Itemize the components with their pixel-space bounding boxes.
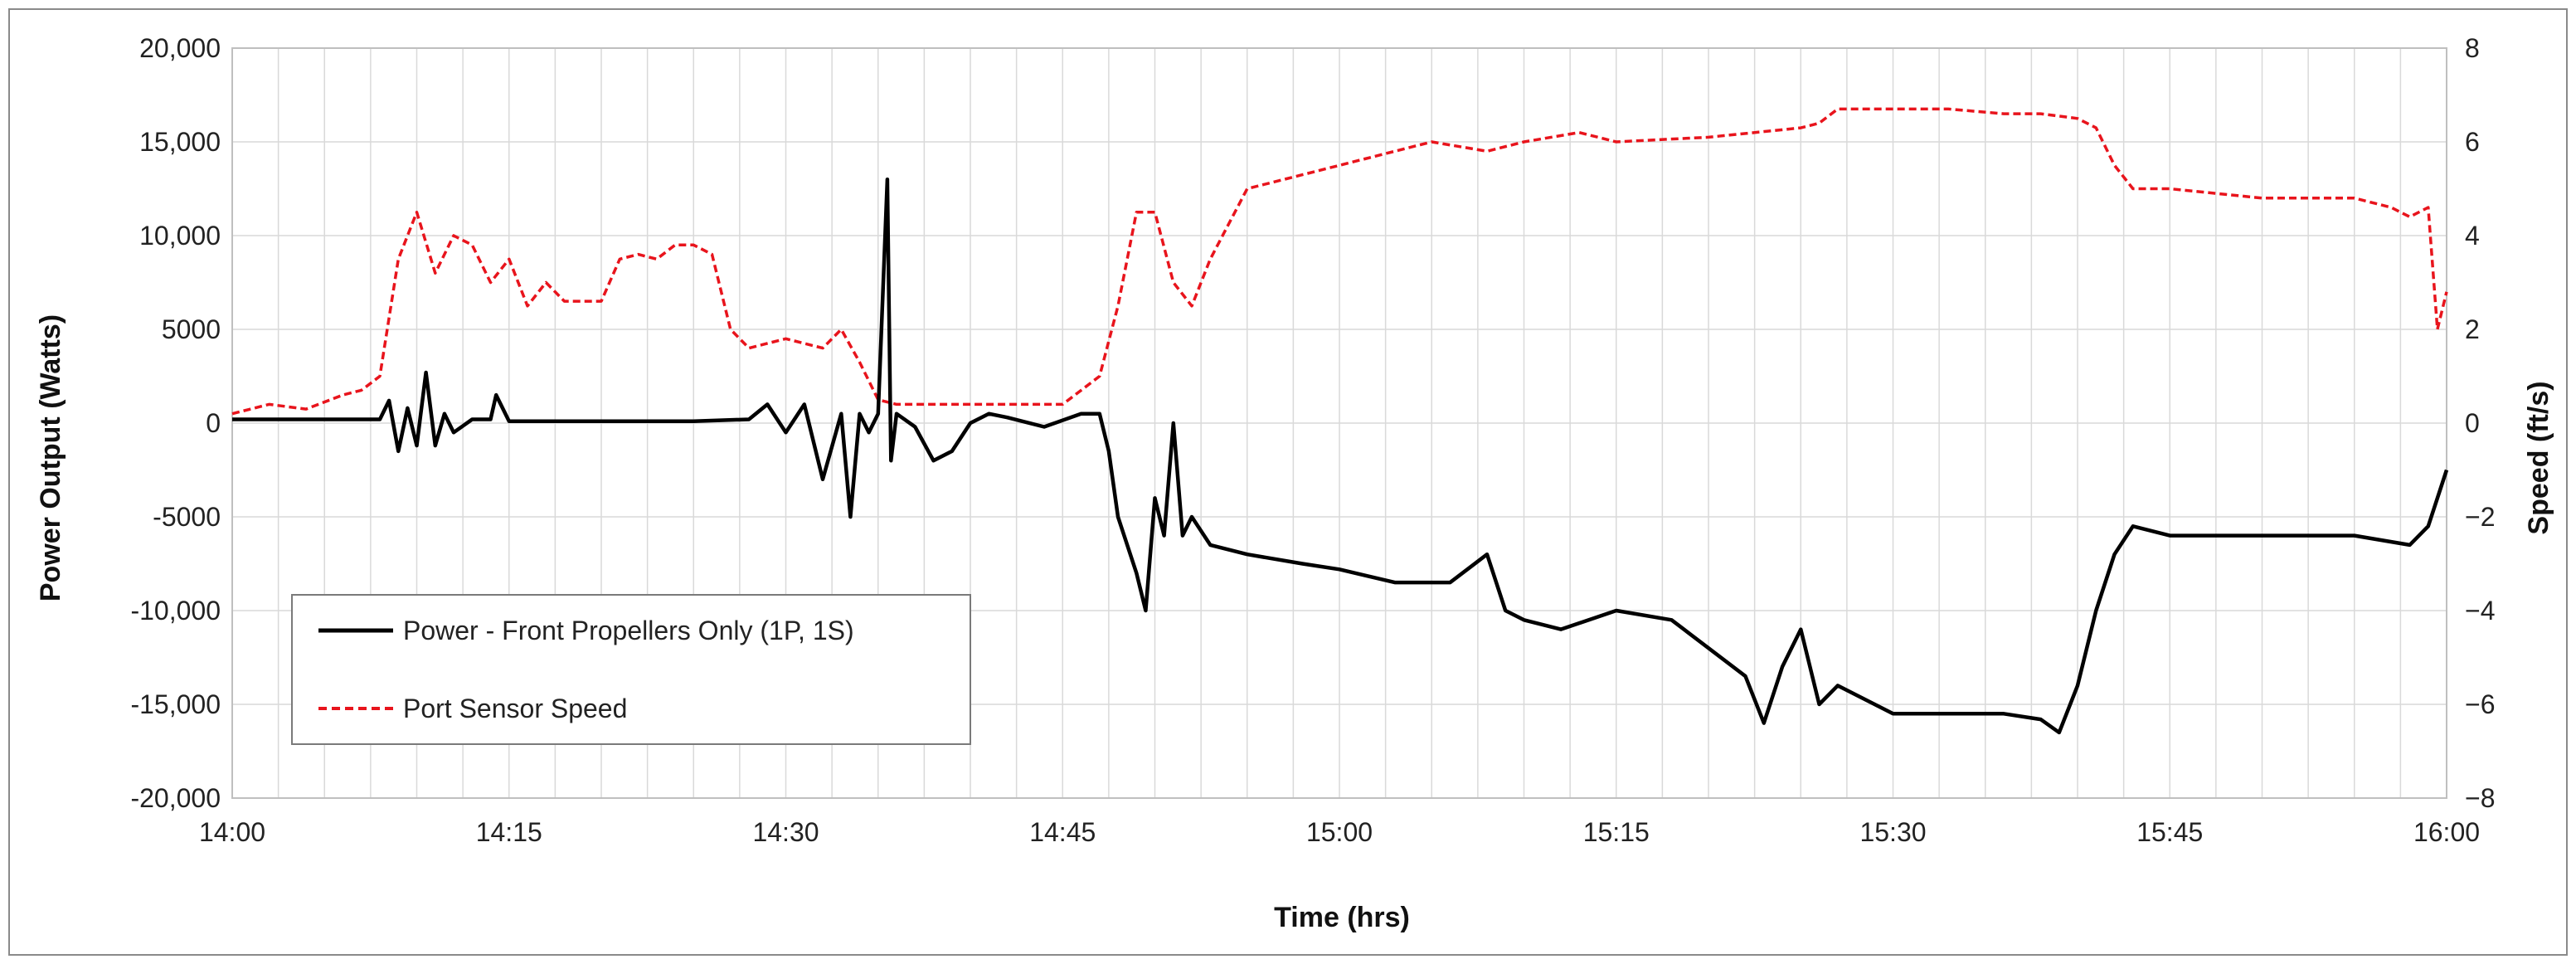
y2-tick-label: −6 [2465,689,2495,719]
y-tick-label: -15,000 [130,689,221,719]
x-axis-ticks: 14:00 14:15 14:30 14:45 15:00 15:15 15:30 15:45… [199,817,2480,847]
legend-box [291,594,971,745]
legend-power-label: Power - Front Propellers Only (1P, 1S) [403,616,854,645]
x-tick-label: 16:00 [2413,817,2480,847]
port-sensor-speed-line [231,107,2448,416]
series-layer [231,107,2449,735]
x-tick-label: 14:00 [199,817,265,847]
plot-area [231,47,2447,799]
y-tick-label: 15,000 [139,127,221,157]
left-axis-ticks: 20,000 15,000 10,000 5000 0 -5000 -10,000 -15,0… [130,33,221,813]
y-tick-label: -5000 [153,502,221,532]
y2-tick-label: −4 [2465,596,2495,626]
y2-tick-label: −8 [2465,783,2495,813]
y2-axis-title: Speed (ft/s) [2523,381,2554,534]
x-axis-title: Time (hrs) [1274,902,1410,933]
y-axis-title: Power Output (Watts) [35,314,66,601]
y2-tick-label: −2 [2465,502,2495,532]
x-tick-label: 14:15 [476,817,542,847]
y-tick-label: 20,000 [139,33,221,63]
power-front-propellers-line [232,177,2449,735]
y2-tick-label: 2 [2465,314,2480,344]
x-tick-label: 15:30 [1859,817,1926,847]
x-tick-label: 15:15 [1583,817,1650,847]
y2-tick-label: 4 [2465,221,2480,251]
chart-frame: 20,000 15,000 10,000 5000 0 -5000 -10,000 -15,0… [8,8,2568,956]
y2-tick-label: 0 [2465,408,2480,438]
x-tick-label: 14:45 [1029,817,1096,847]
x-tick-label: 15:45 [2136,817,2203,847]
y-tick-label: 5000 [162,314,221,344]
plot-border [231,47,2447,799]
y2-tick-label: 6 [2465,127,2480,157]
y-tick-label: 10,000 [139,221,221,251]
chart-svg: 20,000 15,000 10,000 5000 0 -5000 -10,000 -15,0… [35,33,2554,933]
x-tick-label: 15:00 [1306,817,1373,847]
y-tick-label: -10,000 [130,596,221,626]
y2-tick-label: 8 [2465,33,2480,63]
y-tick-label: -20,000 [130,783,221,813]
legend: Power - Front Propellers Only (1P, 1S) P… [291,594,971,745]
legend-speed-label: Port Sensor Speed [403,694,627,723]
y-tick-label: 0 [206,408,221,438]
x-tick-label: 14:30 [752,817,819,847]
right-axis-ticks: 8 6 4 2 0 −2 −4 −6 −8 [2465,33,2495,813]
